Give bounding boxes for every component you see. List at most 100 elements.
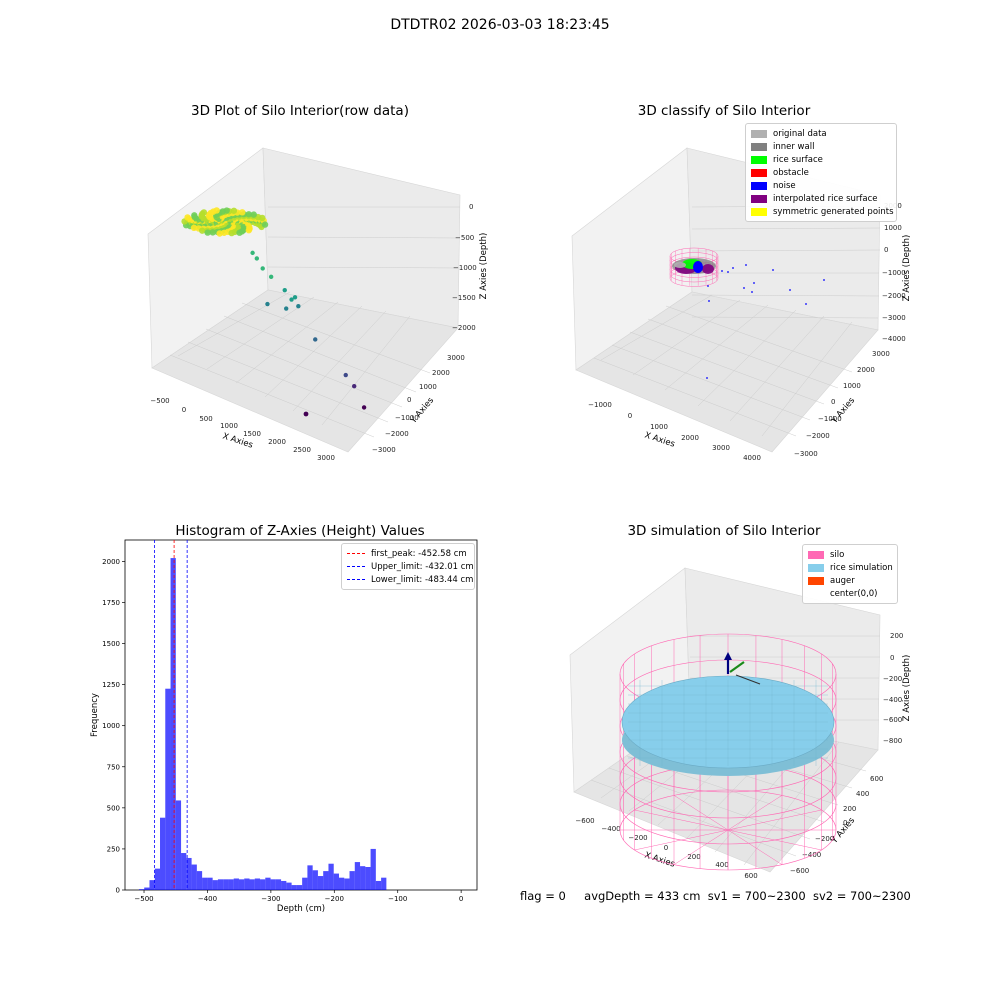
cluster-point [230, 207, 238, 214]
sim-z-tick: 0 [890, 654, 894, 662]
outlier-point [284, 306, 289, 311]
sim-z-tick: 200 [890, 632, 903, 640]
cluster-point [200, 209, 208, 216]
histogram-y-axis-label: Frequency [90, 693, 100, 737]
simulation-plot-title: 3D simulation of Silo Interior [627, 523, 821, 539]
x-tick-label: −400 [198, 895, 217, 903]
histogram-bar [354, 862, 361, 890]
legend-item: original data [751, 127, 891, 140]
histogram-bar [291, 885, 297, 890]
histogram-bar [302, 877, 308, 890]
classify-z-tick: 0 [884, 246, 888, 254]
histogram-bar [249, 879, 255, 890]
classify-point-cloud [669, 247, 825, 379]
classify-x-tick: −1000 [588, 401, 612, 409]
outlier-point [289, 297, 294, 302]
classify-x-tick: 0 [628, 412, 632, 420]
noise-point [789, 289, 791, 291]
avg-depth-text: avgDepth = 433 cm [584, 889, 701, 903]
outlier-point [292, 295, 298, 300]
raw-y-tick: 2000 [432, 369, 450, 377]
histogram-x-axis-label: Depth (cm) [277, 904, 325, 914]
histogram-bar [260, 879, 266, 890]
legend-item: inner wall [751, 140, 891, 153]
cluster-point [199, 227, 206, 234]
classify-plot-title: 3D classify of Silo Interior [637, 103, 811, 119]
histogram-bar [275, 879, 282, 890]
histogram-bar [370, 848, 376, 890]
sv1-text: sv1 = 700~2300 [707, 889, 806, 903]
histogram-bar [307, 865, 313, 890]
legend-label: first_peak: -452.58 cm [371, 548, 467, 559]
noise-point [727, 271, 729, 273]
cluster-point [245, 227, 253, 234]
legend-label: rice surface [773, 154, 823, 165]
legend-label: center(0,0) [830, 588, 878, 599]
sim-x-axis-label: X Axies [643, 850, 676, 869]
sim-y-tick: 200 [843, 805, 856, 813]
legend-item: symmetric generated points [751, 205, 894, 218]
histogram-bar [233, 878, 239, 890]
histogram-bar [344, 878, 350, 890]
outlier-point [268, 274, 274, 280]
cluster-point [261, 221, 269, 228]
histogram-bar [323, 871, 329, 890]
raw-x-tick: 500 [199, 415, 212, 423]
histogram-bar [328, 863, 334, 890]
legend-item: noise [751, 179, 891, 192]
y-tick-label: 2000 [102, 558, 120, 566]
sim-x-tick: −200 [628, 834, 647, 842]
figure-suptitle: DTDTR02 2026-03-03 18:23:45 [390, 17, 610, 33]
classify-x-tick: 4000 [743, 454, 761, 462]
classify-legend: original data inner wall rice surface ob… [745, 123, 897, 222]
histogram-bar [381, 877, 387, 890]
histogram-bar [223, 879, 229, 890]
cluster-point [204, 229, 211, 236]
legend-swatch [751, 142, 767, 151]
silo-floor-spoke [727, 829, 822, 851]
x-tick-label: −500 [134, 895, 153, 903]
cluster-point [259, 214, 266, 222]
histogram-bar [254, 878, 261, 890]
histogram-bar [196, 871, 203, 890]
legend-item: rice surface [751, 153, 891, 166]
raw-y-tick: −1000 [395, 414, 419, 422]
histogram-bars [138, 558, 387, 890]
histogram-bar [202, 877, 208, 890]
outlier-point [313, 337, 318, 342]
histogram-bar [154, 868, 161, 890]
legend-label: symmetric generated points [773, 206, 894, 217]
cluster-point [216, 230, 223, 237]
cluster-point [184, 214, 191, 221]
classify-x-tick: 3000 [712, 444, 730, 452]
legend-label: rice simulation [830, 562, 893, 573]
legend-swatch [751, 168, 767, 177]
sim-y-tick: −600 [790, 867, 809, 875]
legend-item: Upper_limit: -432.01 cm [347, 560, 474, 573]
silo-floor-spoke [673, 829, 729, 865]
raw-x-tick: 1000 [220, 422, 238, 430]
legend-item: first_peak: -452.58 cm [347, 547, 469, 560]
histogram-bar [191, 864, 197, 890]
histogram-bar [286, 882, 292, 890]
noise-point [721, 270, 723, 272]
histogram-bar [186, 857, 192, 890]
outlier-point [250, 250, 255, 256]
outlier-point [352, 383, 357, 389]
histogram-bar [338, 877, 345, 890]
legend-label: auger [830, 575, 855, 586]
histogram-title: Histogram of Z-Axies (Height) Values [175, 523, 425, 539]
cluster-point [250, 211, 257, 218]
outlier-point [361, 405, 367, 410]
noise-point [708, 300, 710, 302]
noise-point [707, 285, 709, 287]
legend-label: noise [773, 180, 796, 191]
y-tick-label: 1250 [102, 681, 120, 689]
raw-x-tick: −500 [150, 397, 169, 405]
legend-label: Upper_limit: -432.01 cm [371, 561, 474, 572]
legend-swatch [751, 129, 767, 138]
interpolated-surface-points [702, 264, 714, 274]
noise-point [772, 269, 774, 271]
histogram-bar [144, 887, 150, 890]
raw-point-cloud [181, 207, 367, 417]
